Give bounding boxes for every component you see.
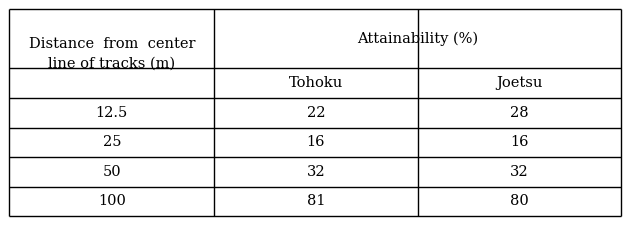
Text: 12.5: 12.5 [96, 106, 128, 120]
Text: 32: 32 [510, 165, 529, 179]
Text: Joetsu: Joetsu [496, 76, 542, 90]
Text: 50: 50 [103, 165, 121, 179]
Text: Distance  from  center
line of tracks (m): Distance from center line of tracks (m) [28, 37, 195, 70]
Text: 28: 28 [510, 106, 529, 120]
Text: 22: 22 [307, 106, 325, 120]
Text: 25: 25 [103, 135, 121, 149]
Text: Tohoku: Tohoku [289, 76, 343, 90]
Text: 32: 32 [307, 165, 325, 179]
Text: Attainability (%): Attainability (%) [357, 31, 478, 46]
Text: 16: 16 [510, 135, 529, 149]
Text: 100: 100 [98, 194, 126, 208]
Text: 81: 81 [307, 194, 325, 208]
Text: 80: 80 [510, 194, 529, 208]
Text: 16: 16 [307, 135, 325, 149]
